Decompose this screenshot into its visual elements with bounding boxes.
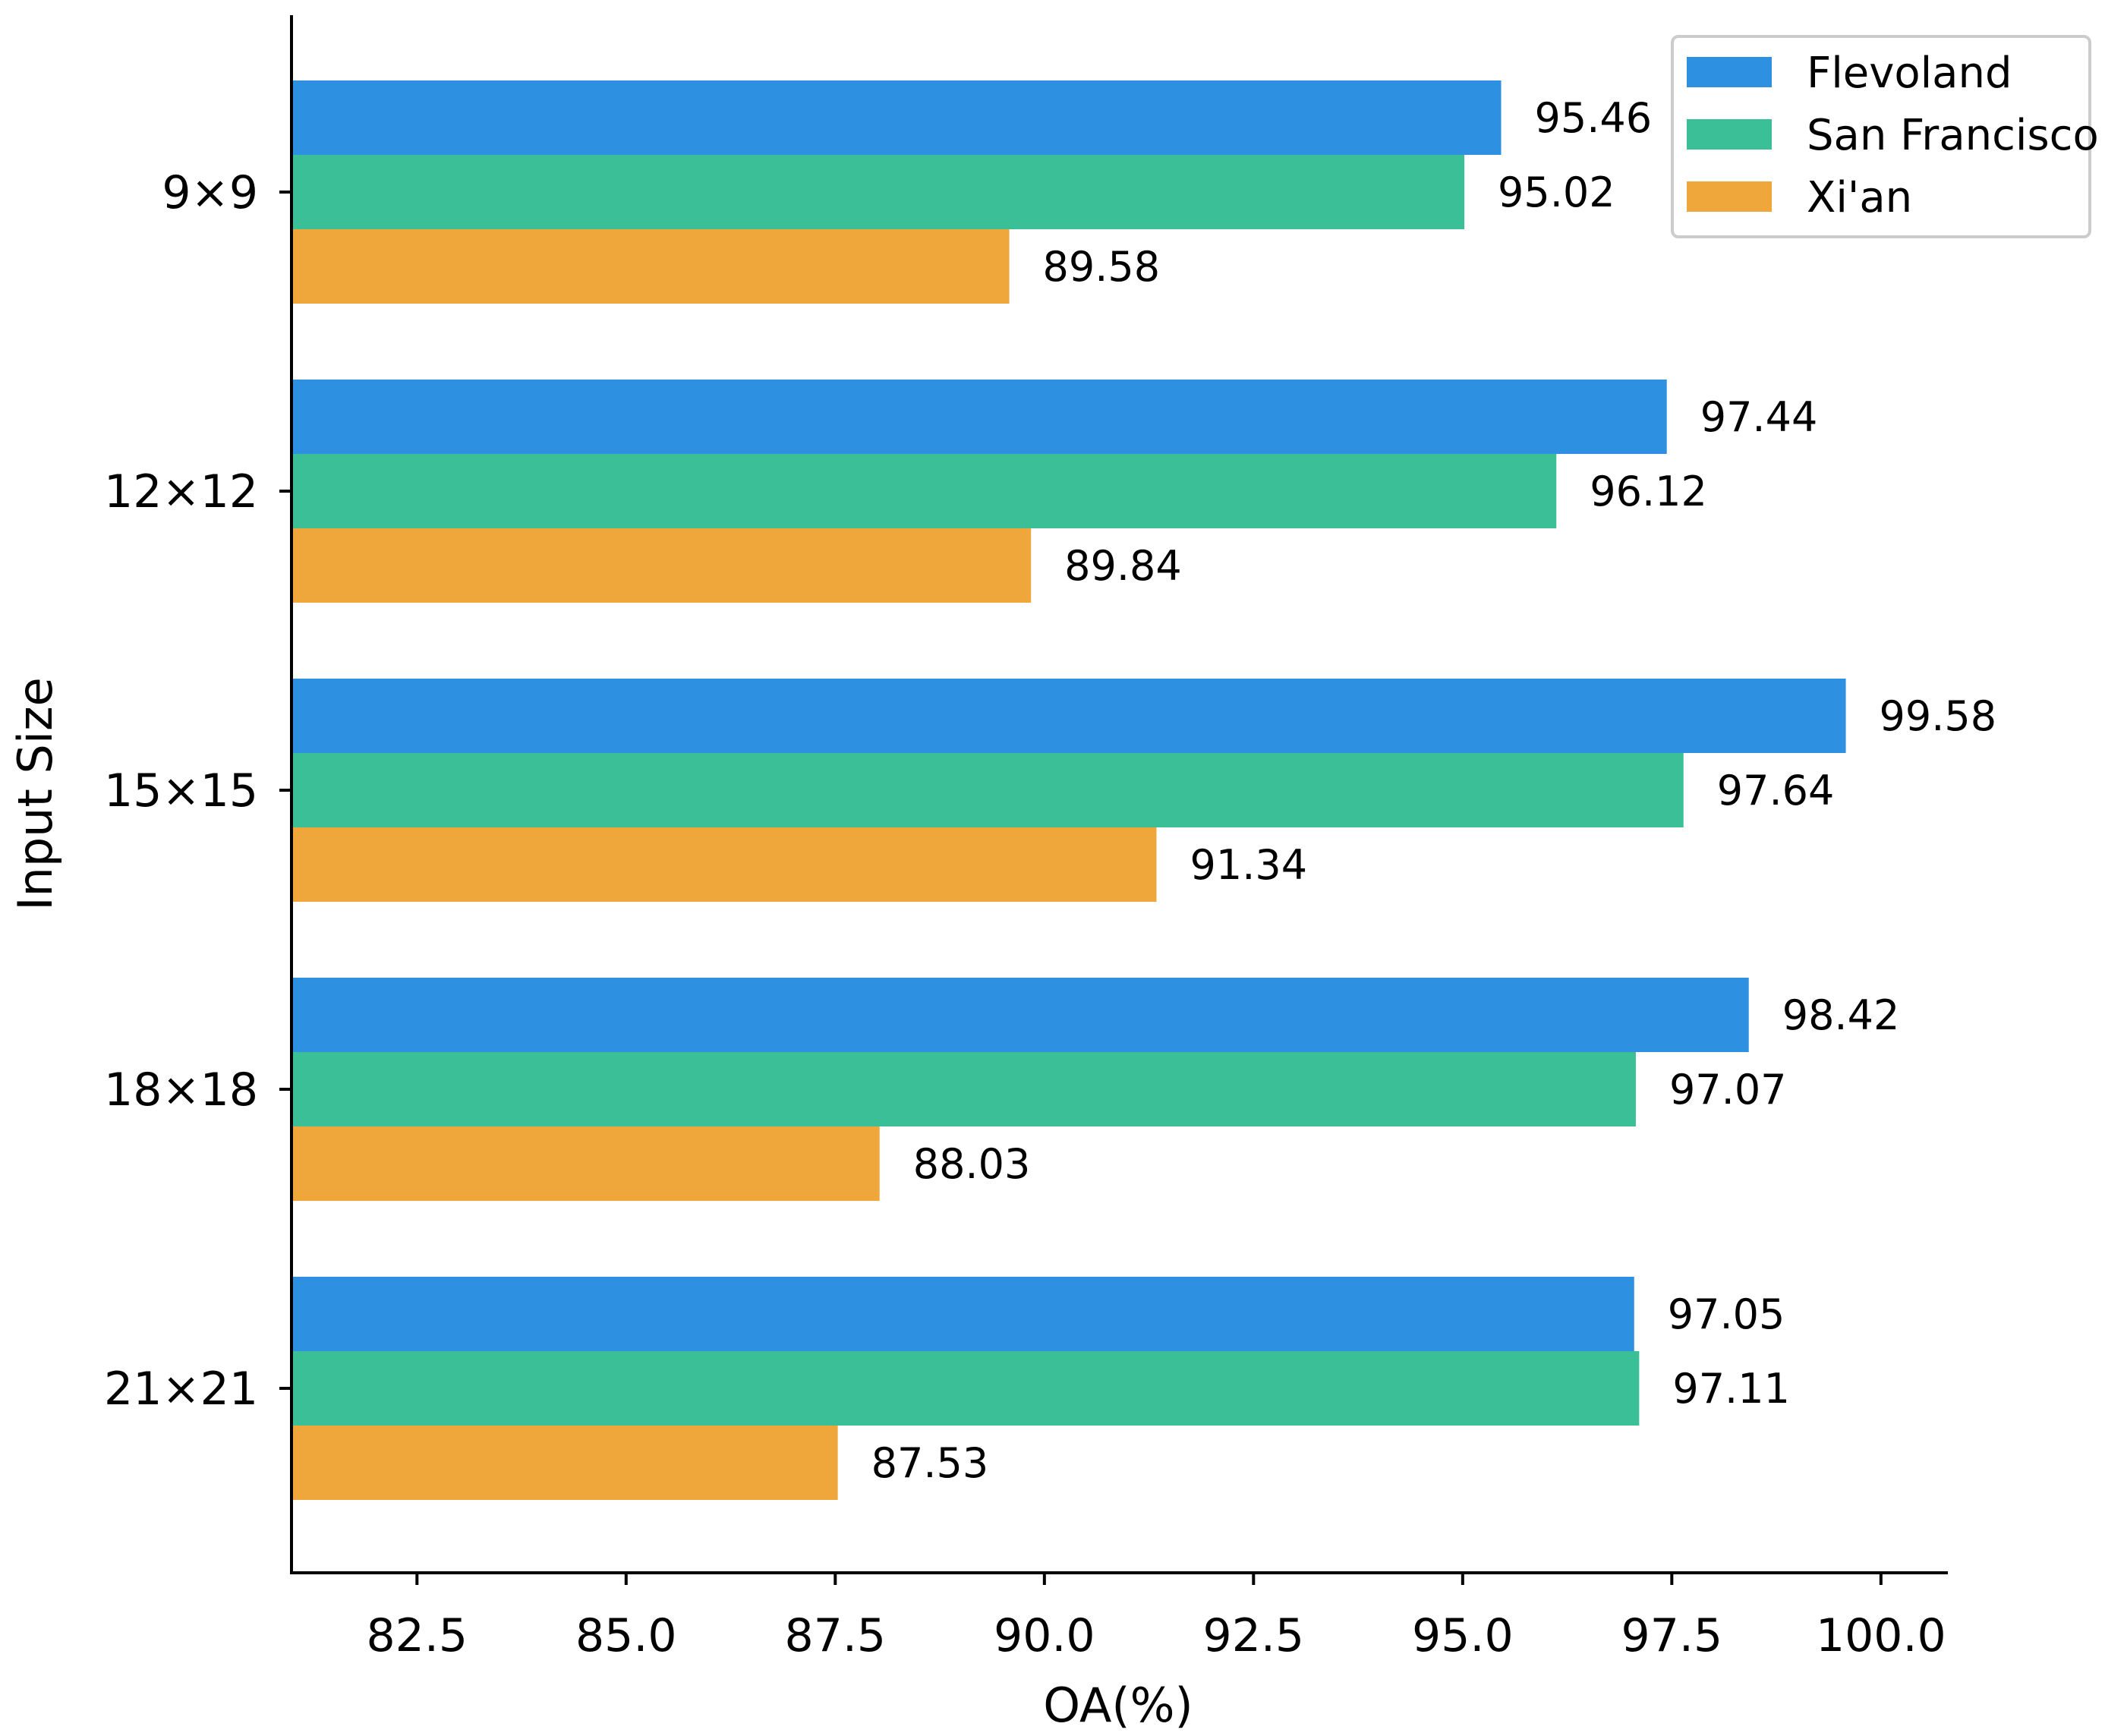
bar-value-label: 96.12 bbox=[1590, 468, 1707, 515]
bar-san-francisco-12-12 bbox=[291, 454, 1557, 528]
bar-value-label: 89.58 bbox=[1043, 243, 1161, 291]
bar-value-label: 97.44 bbox=[1700, 393, 1818, 441]
bar-flevoland-15-15 bbox=[291, 679, 1846, 753]
bar-value-label: 98.42 bbox=[1782, 991, 1900, 1039]
bar-flevoland-21-21 bbox=[291, 1277, 1634, 1351]
legend-swatch-xi-an bbox=[1687, 181, 1772, 212]
x-tick-label: 82.5 bbox=[367, 1609, 468, 1662]
bars-group bbox=[291, 80, 1846, 1500]
x-tick-label: 90.0 bbox=[994, 1609, 1095, 1662]
bar-flevoland-18-18 bbox=[291, 978, 1749, 1052]
bar-value-label: 87.53 bbox=[871, 1439, 989, 1487]
bar-flevoland-12-12 bbox=[291, 380, 1667, 454]
bar-xi-an-18-18 bbox=[291, 1126, 880, 1201]
legend: Flevoland San Francisco Xi'an bbox=[1671, 35, 2099, 238]
legend-frame bbox=[1671, 35, 2091, 238]
bar-value-label: 97.05 bbox=[1668, 1290, 1785, 1338]
legend-swatch-san-francisco bbox=[1687, 119, 1772, 150]
bar-value-label: 97.64 bbox=[1717, 767, 1835, 814]
x-tick-label: 85.0 bbox=[575, 1609, 677, 1662]
x-axis-label: OA(%) bbox=[1043, 1678, 1193, 1733]
y-tick-label: 15×15 bbox=[104, 764, 258, 818]
bar-xi-an-9-9 bbox=[291, 229, 1010, 304]
bar-flevoland-9-9 bbox=[291, 80, 1502, 155]
bar-san-francisco-21-21 bbox=[291, 1351, 1640, 1426]
bar-san-francisco-9-9 bbox=[291, 155, 1465, 229]
bar-labels-group: 95.46 95.02 89.58 97.44 96.12 89.84 99.58 97.64… bbox=[871, 94, 1997, 1487]
x-ticks-group: 82.5 85.0 87.5 90.0 92.5 95.0 97.5 100.0 bbox=[367, 1573, 1946, 1662]
bar-value-label: 91.34 bbox=[1190, 841, 1307, 889]
bar-xi-an-21-21 bbox=[291, 1426, 838, 1500]
legend-label: San Francisco bbox=[1807, 111, 2099, 160]
legend-swatch-flevoland bbox=[1687, 57, 1772, 87]
legend-label: Flevoland bbox=[1807, 49, 2012, 98]
x-tick-label: 100.0 bbox=[1816, 1609, 1946, 1662]
bar-value-label: 99.58 bbox=[1880, 692, 1997, 740]
bar-value-label: 97.11 bbox=[1672, 1365, 1790, 1413]
bar-san-francisco-18-18 bbox=[291, 1052, 1636, 1126]
bar-xi-an-12-12 bbox=[291, 528, 1032, 603]
x-tick-label: 97.5 bbox=[1621, 1609, 1723, 1662]
x-tick-label: 87.5 bbox=[785, 1609, 887, 1662]
bar-value-label: 88.03 bbox=[913, 1140, 1031, 1188]
y-tick-label: 18×18 bbox=[104, 1063, 258, 1117]
y-tick-label: 9×9 bbox=[162, 166, 258, 219]
y-tick-label: 21×21 bbox=[104, 1363, 258, 1416]
bar-value-label: 89.84 bbox=[1064, 542, 1182, 590]
x-tick-label: 92.5 bbox=[1203, 1609, 1305, 1662]
y-axis-label: Input Size bbox=[8, 677, 63, 911]
bar-san-francisco-15-15 bbox=[291, 753, 1684, 827]
legend-label: Xi'an bbox=[1807, 173, 1912, 222]
x-tick-label: 95.0 bbox=[1412, 1609, 1514, 1662]
y-ticks-group: 9×9 12×12 15×15 18×18 21×21 bbox=[104, 166, 291, 1416]
bar-value-label: 95.02 bbox=[1498, 169, 1615, 216]
bar-value-label: 97.07 bbox=[1669, 1066, 1787, 1114]
y-tick-label: 12×12 bbox=[104, 465, 258, 518]
bar-xi-an-15-15 bbox=[291, 827, 1157, 902]
bar-value-label: 95.46 bbox=[1535, 94, 1653, 142]
